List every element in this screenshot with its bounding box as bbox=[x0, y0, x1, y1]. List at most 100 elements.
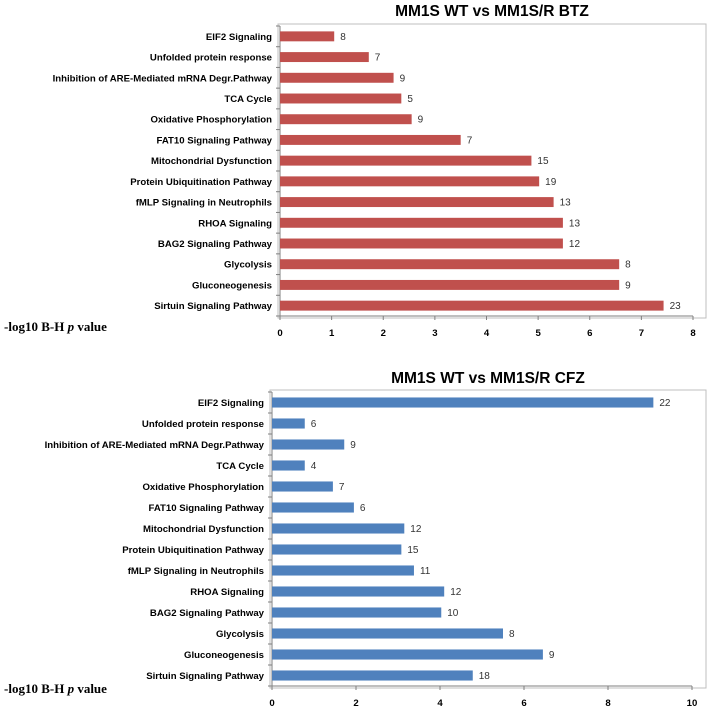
category-label: Unfolded protein response bbox=[142, 419, 264, 430]
chart-title: MM1S WT vs MM1S/R BTZ bbox=[395, 3, 589, 20]
x-tick-label: 2 bbox=[381, 328, 386, 339]
plot-frame bbox=[277, 23, 707, 319]
category-label: Gluconeogenesis bbox=[192, 280, 272, 291]
data-label: 15 bbox=[407, 545, 419, 556]
data-label: 8 bbox=[340, 32, 346, 43]
bar bbox=[272, 565, 414, 576]
data-label: 8 bbox=[509, 629, 515, 640]
x-tick-label: 1 bbox=[329, 328, 335, 339]
category-label: Unfolded protein response bbox=[150, 53, 272, 64]
category-label: BAG2 Signaling Pathway bbox=[150, 608, 265, 619]
x-tick-label: 4 bbox=[437, 698, 443, 709]
data-label: 13 bbox=[560, 198, 572, 209]
bar bbox=[280, 134, 461, 145]
category-label: Glycolysis bbox=[216, 629, 264, 640]
bar bbox=[272, 649, 543, 660]
x-tick-label: 10 bbox=[687, 698, 698, 709]
bar bbox=[272, 607, 442, 618]
x-tick-label: 7 bbox=[639, 328, 644, 339]
bar bbox=[272, 628, 503, 639]
category-label: Glycolysis bbox=[224, 260, 272, 271]
category-label: Gluconeogenesis bbox=[184, 650, 264, 661]
bar bbox=[280, 114, 412, 125]
x-tick-label: 0 bbox=[269, 698, 274, 709]
data-label: 11 bbox=[420, 566, 431, 577]
category-label: Sirtuin Signaling Pathway bbox=[154, 301, 272, 312]
bar bbox=[280, 93, 402, 104]
plot-frame bbox=[269, 389, 707, 689]
category-label: TCA Cycle bbox=[224, 94, 272, 105]
category-label: Mitochondrial Dysfunction bbox=[143, 524, 264, 535]
category-label: Protein Ubiquitination Pathway bbox=[122, 545, 264, 556]
bar bbox=[272, 418, 305, 429]
data-label: 6 bbox=[311, 419, 317, 430]
category-label: Protein Ubiquitination Pathway bbox=[130, 177, 272, 188]
bar bbox=[272, 586, 445, 597]
x-tick-label: 4 bbox=[484, 328, 490, 339]
bar bbox=[280, 52, 369, 63]
x-axis-label-part: -log10 B-H bbox=[4, 681, 68, 696]
x-axis-label-part: -log10 B-H bbox=[4, 319, 68, 334]
category-label: TCA Cycle bbox=[216, 461, 264, 472]
data-label: 19 bbox=[545, 177, 557, 188]
x-tick-label: 6 bbox=[587, 328, 592, 339]
data-label: 7 bbox=[375, 53, 381, 64]
data-label: 9 bbox=[350, 440, 356, 451]
bar bbox=[280, 72, 394, 83]
data-label: 10 bbox=[447, 608, 459, 619]
data-label: 9 bbox=[549, 650, 555, 661]
chart-1: MM1S WT vs MM1S/R BTZ EIF2 Signaling 8 Unfo… bbox=[4, 3, 707, 339]
chart-2: MM1S WT vs MM1S/R CFZ EIF2 Signaling 22 Unf… bbox=[4, 370, 707, 709]
data-label: 4 bbox=[311, 461, 317, 472]
data-label: 9 bbox=[400, 73, 406, 84]
category-label: Sirtuin Signaling Pathway bbox=[146, 671, 264, 682]
bar bbox=[280, 259, 620, 270]
category-label: FAT10 Signaling Pathway bbox=[148, 503, 264, 514]
bar bbox=[280, 279, 620, 290]
data-label: 9 bbox=[625, 280, 631, 291]
data-label: 6 bbox=[360, 503, 366, 514]
data-label: 22 bbox=[659, 398, 671, 409]
chart-title: MM1S WT vs MM1S/R CFZ bbox=[391, 370, 585, 387]
x-tick-label: 3 bbox=[432, 328, 437, 339]
x-tick-label: 2 bbox=[353, 698, 358, 709]
bar bbox=[280, 238, 563, 249]
x-tick-label: 5 bbox=[535, 328, 541, 339]
x-axis-label: -log10 B-H p value bbox=[4, 681, 107, 696]
category-label: RHOA Signaling bbox=[198, 218, 272, 229]
data-label: 13 bbox=[569, 218, 581, 229]
data-label: 7 bbox=[339, 482, 345, 493]
data-label: 23 bbox=[670, 301, 682, 312]
category-label: RHOA Signaling bbox=[190, 587, 264, 598]
x-axis-label-part: value bbox=[74, 319, 107, 334]
data-label: 12 bbox=[569, 239, 581, 250]
data-label: 12 bbox=[450, 587, 462, 598]
category-label: fMLP Signaling in Neutrophils bbox=[128, 566, 264, 577]
data-label: 12 bbox=[410, 524, 422, 535]
bar bbox=[280, 197, 554, 208]
category-label: Inhibition of ARE-Mediated mRNA Degr.Pat… bbox=[45, 440, 265, 451]
bar bbox=[280, 217, 563, 228]
bar bbox=[280, 155, 532, 166]
data-label: 18 bbox=[479, 671, 491, 682]
data-label: 5 bbox=[407, 94, 413, 105]
x-tick-label: 8 bbox=[605, 698, 611, 709]
bar bbox=[272, 502, 354, 513]
data-label: 8 bbox=[625, 260, 631, 271]
data-label: 15 bbox=[537, 156, 549, 167]
category-label: Oxidative Phosphorylation bbox=[142, 482, 264, 493]
category-label: Inhibition of ARE-Mediated mRNA Degr.Pat… bbox=[53, 73, 273, 84]
category-label: BAG2 Signaling Pathway bbox=[158, 239, 273, 250]
category-label: Mitochondrial Dysfunction bbox=[151, 156, 272, 167]
x-tick-label: 8 bbox=[690, 328, 696, 339]
category-label: EIF2 Signaling bbox=[206, 32, 272, 43]
x-tick-label: 0 bbox=[277, 328, 282, 339]
x-tick-label: 6 bbox=[521, 698, 526, 709]
category-label: fMLP Signaling in Neutrophils bbox=[136, 198, 272, 209]
bar bbox=[272, 670, 473, 681]
bar bbox=[272, 481, 333, 492]
data-label: 9 bbox=[418, 115, 424, 126]
bar bbox=[272, 460, 305, 471]
category-label: EIF2 Signaling bbox=[198, 398, 264, 409]
